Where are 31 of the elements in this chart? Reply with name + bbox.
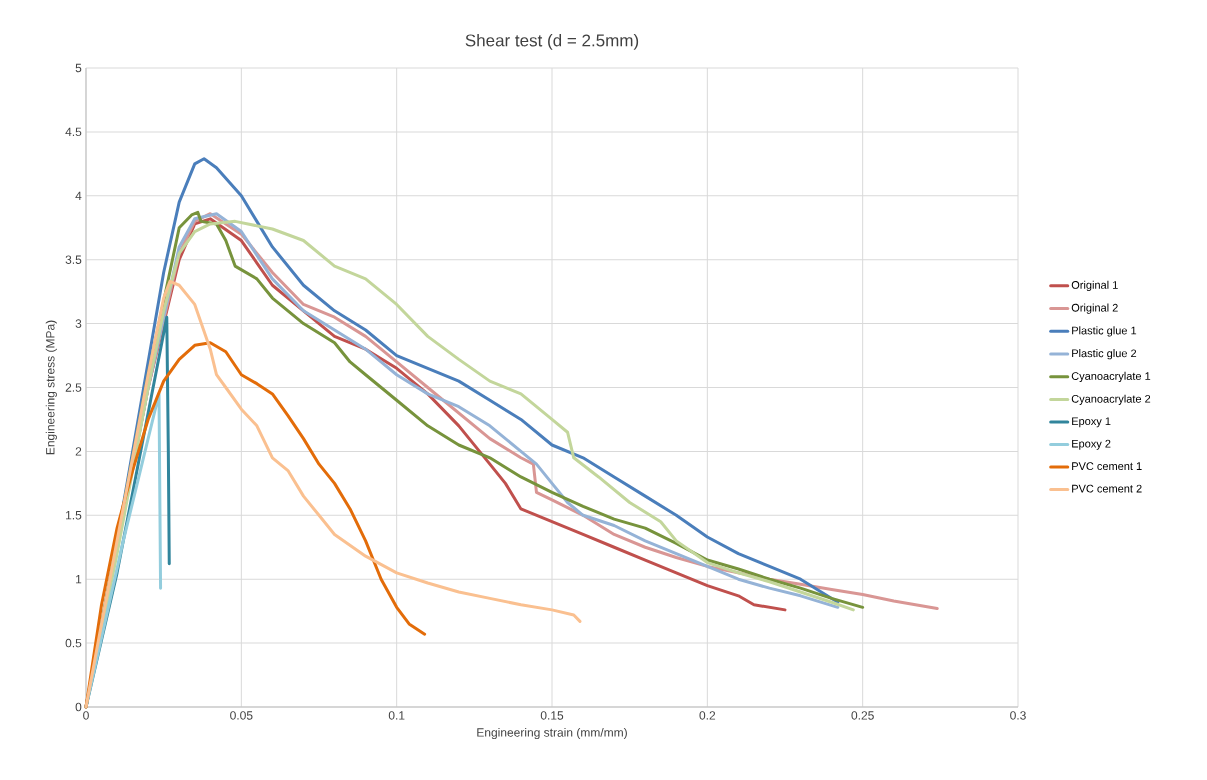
x-tick-label: 0.3 — [1010, 711, 1026, 720]
x-tick-label: 0.1 — [388, 711, 405, 720]
y-axis-title: Engineering stress (MPa) — [45, 320, 57, 455]
y-tick-label: 2.5 — [65, 383, 82, 392]
chart-title: Shear test (d = 2.5mm) — [465, 33, 639, 50]
x-axis-title: Engineering strain (mm/mm) — [477, 727, 627, 740]
legend-label: Cyanoacrylate 2 — [1071, 394, 1151, 405]
legend-label: Epoxy 2 — [1072, 439, 1111, 450]
y-tick-label: 0.5 — [65, 638, 82, 648]
y-tick-label: 3.5 — [65, 255, 82, 264]
y-tick-label: 0 — [75, 702, 82, 712]
x-tick-label: 0.15 — [540, 711, 564, 720]
y-tick-label: 5 — [75, 63, 82, 73]
y-tick-label: 1.5 — [66, 511, 82, 520]
y-tick-label: 4.5 — [65, 127, 82, 137]
x-tick-label: 0.25 — [851, 711, 874, 720]
x-tick-label: 0.2 — [699, 711, 716, 720]
legend-label: Plastic glue 2 — [1072, 349, 1137, 360]
legend-label: PVC cement 1 — [1072, 462, 1142, 471]
y-tick-label: 3 — [75, 319, 82, 328]
legend-label: Cyanoacrylate 1 — [1071, 371, 1151, 383]
y-tick-label: 2 — [75, 447, 82, 456]
legend-label: Plastic glue 1 — [1072, 326, 1137, 337]
x-tick-label: 0.05 — [230, 711, 253, 720]
x-tick-label: 0 — [83, 711, 89, 720]
y-tick-label: 1 — [76, 575, 82, 584]
y-tick-label: 4 — [75, 191, 82, 200]
legend-label: Original 2 — [1071, 303, 1118, 314]
legend-label: Original 1 — [1071, 280, 1118, 292]
legend-label: Epoxy 1 — [1072, 417, 1111, 428]
legend-label: PVC cement 2 — [1072, 484, 1142, 493]
